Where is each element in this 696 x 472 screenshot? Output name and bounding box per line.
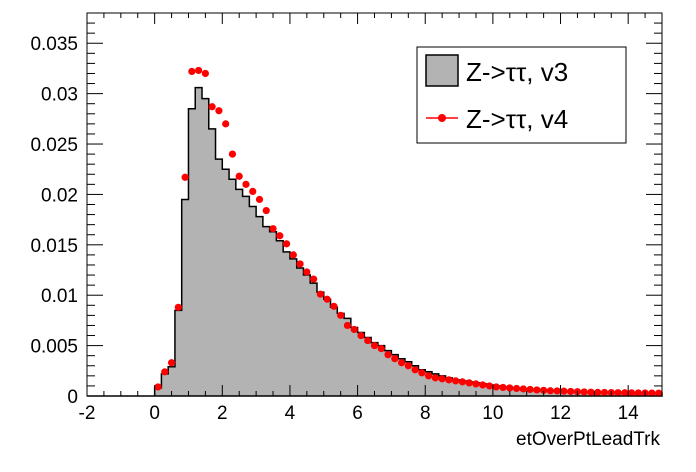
- marker-v4-point: [384, 351, 392, 359]
- x-tick-label: 2: [217, 403, 228, 424]
- y-tick-label: 0.035: [30, 34, 78, 55]
- marker-v4-point: [600, 388, 609, 397]
- axis-ticks: [86, 12, 663, 397]
- y-tick-label: 0.025: [30, 135, 78, 156]
- marker-v4-point: [479, 381, 487, 389]
- marker-v4-point: [377, 345, 385, 353]
- marker-v4-point: [540, 386, 548, 394]
- marker-v4-point: [364, 336, 372, 345]
- marker-v4-point: [580, 388, 588, 396]
- marker-v4-point: [296, 260, 304, 268]
- marker-v4-point: [519, 385, 527, 393]
- marker-v4-point: [208, 103, 216, 111]
- x-tick-label: 14: [618, 403, 640, 424]
- marker-v4-point: [411, 366, 419, 374]
- marker-v4-point: [533, 386, 541, 394]
- marker-v4-point: [648, 389, 656, 397]
- marker-v4-point: [154, 383, 162, 391]
- y-tick-labels: 0 0.005 0.01 0.015 0.02 0.025 0.03 0.035: [30, 34, 78, 408]
- marker-v4-point: [472, 380, 480, 388]
- marker-v4-point: [492, 383, 500, 391]
- marker-v4-point: [560, 387, 568, 395]
- marker-v4-point: [506, 384, 514, 392]
- y-tick-label: 0.015: [30, 236, 78, 257]
- legend-label-v4: Z->ττ, v4: [466, 104, 568, 134]
- marker-v4-point: [526, 385, 534, 394]
- marker-v4-point: [512, 384, 521, 393]
- marker-v4-point: [303, 268, 311, 276]
- marker-v4-point: [614, 389, 622, 397]
- x-tick-label: 10: [482, 403, 503, 424]
- y-tick-label: 0.02: [41, 185, 78, 206]
- y-tick-label: 0.03: [41, 85, 78, 106]
- marker-v4-point: [465, 379, 473, 387]
- marker-v4-point: [499, 383, 507, 392]
- y-tick-label: 0.005: [30, 337, 78, 358]
- marker-v4-point: [174, 303, 182, 311]
- x-tick-label: 8: [420, 403, 431, 424]
- marker-v4-point: [228, 150, 237, 158]
- marker-v4-point: [485, 382, 494, 390]
- marker-v4-point: [337, 311, 345, 319]
- marker-v4-point: [161, 368, 169, 376]
- marker-v4-point: [458, 378, 467, 386]
- marker-v4-point: [269, 225, 277, 233]
- marker-v4-point: [418, 369, 426, 377]
- x-tick-label: -2: [79, 403, 96, 424]
- marker-v4-point: [201, 69, 209, 78]
- marker-v4-point: [594, 388, 602, 396]
- marker-v4-point: [397, 359, 406, 367]
- marker-v4-point: [357, 331, 365, 340]
- marker-v4-point: [445, 376, 453, 384]
- marker-v4-point: [167, 359, 176, 367]
- marker-v4-point: [276, 232, 284, 240]
- legend-marker-v4: [438, 114, 446, 122]
- marker-v4-point: [634, 389, 642, 397]
- marker-v4-point: [330, 302, 338, 310]
- marker-v4-point: [587, 388, 595, 396]
- marker-v4-point: [370, 342, 379, 350]
- marker-v4-point: [404, 362, 412, 370]
- marker-v4-point: [350, 325, 358, 334]
- marker-v4-point: [181, 173, 189, 181]
- marker-v4-point: [627, 389, 636, 397]
- marker-v4-point: [391, 355, 399, 363]
- marker-v4-point: [249, 187, 257, 195]
- marker-v4-point: [282, 240, 291, 248]
- marker-v4-point: [310, 275, 318, 283]
- marker-v4-point: [316, 290, 324, 298]
- x-tick-label: 12: [550, 403, 571, 424]
- marker-v4-point: [621, 389, 629, 397]
- marker-v4-point: [195, 66, 203, 75]
- marker-v4-point: [425, 372, 433, 380]
- marker-v4-point: [242, 180, 250, 188]
- legend-swatch-v3: [425, 54, 459, 87]
- marker-v4-point: [262, 206, 270, 215]
- marker-v4-point: [323, 295, 331, 303]
- marker-v4-point: [188, 67, 196, 76]
- marker-v4-point: [222, 120, 230, 128]
- marker-v4-point: [289, 251, 297, 259]
- x-axis-label: etOverPtLeadTrk: [516, 429, 660, 450]
- x-tick-label: 4: [285, 403, 296, 424]
- marker-v4-point: [255, 195, 264, 204]
- marker-v4-point: [235, 172, 243, 180]
- x-tick-label: 0: [149, 403, 160, 424]
- marker-v4-point: [343, 321, 352, 330]
- legend-label-v3: Z->ττ, v3: [466, 57, 568, 87]
- marker-v4-point: [452, 377, 460, 385]
- x-tick-label: 6: [352, 403, 363, 424]
- marker-v4-point: [655, 389, 663, 397]
- y-tick-label: 0.01: [41, 286, 78, 307]
- marker-v4-point: [431, 374, 439, 382]
- marker-v4-point: [215, 107, 223, 115]
- marker-v4-point: [567, 387, 575, 396]
- x-tick-labels: -2 0 2 4 6 8 10 12 14: [79, 403, 640, 424]
- legend: Z->ττ, v3 Z->ττ, v4: [416, 46, 627, 144]
- marker-v4-point: [438, 375, 446, 383]
- y-tick-label: 0: [67, 387, 78, 408]
- marker-v4-point: [553, 387, 561, 395]
- marker-v4-point: [546, 387, 554, 395]
